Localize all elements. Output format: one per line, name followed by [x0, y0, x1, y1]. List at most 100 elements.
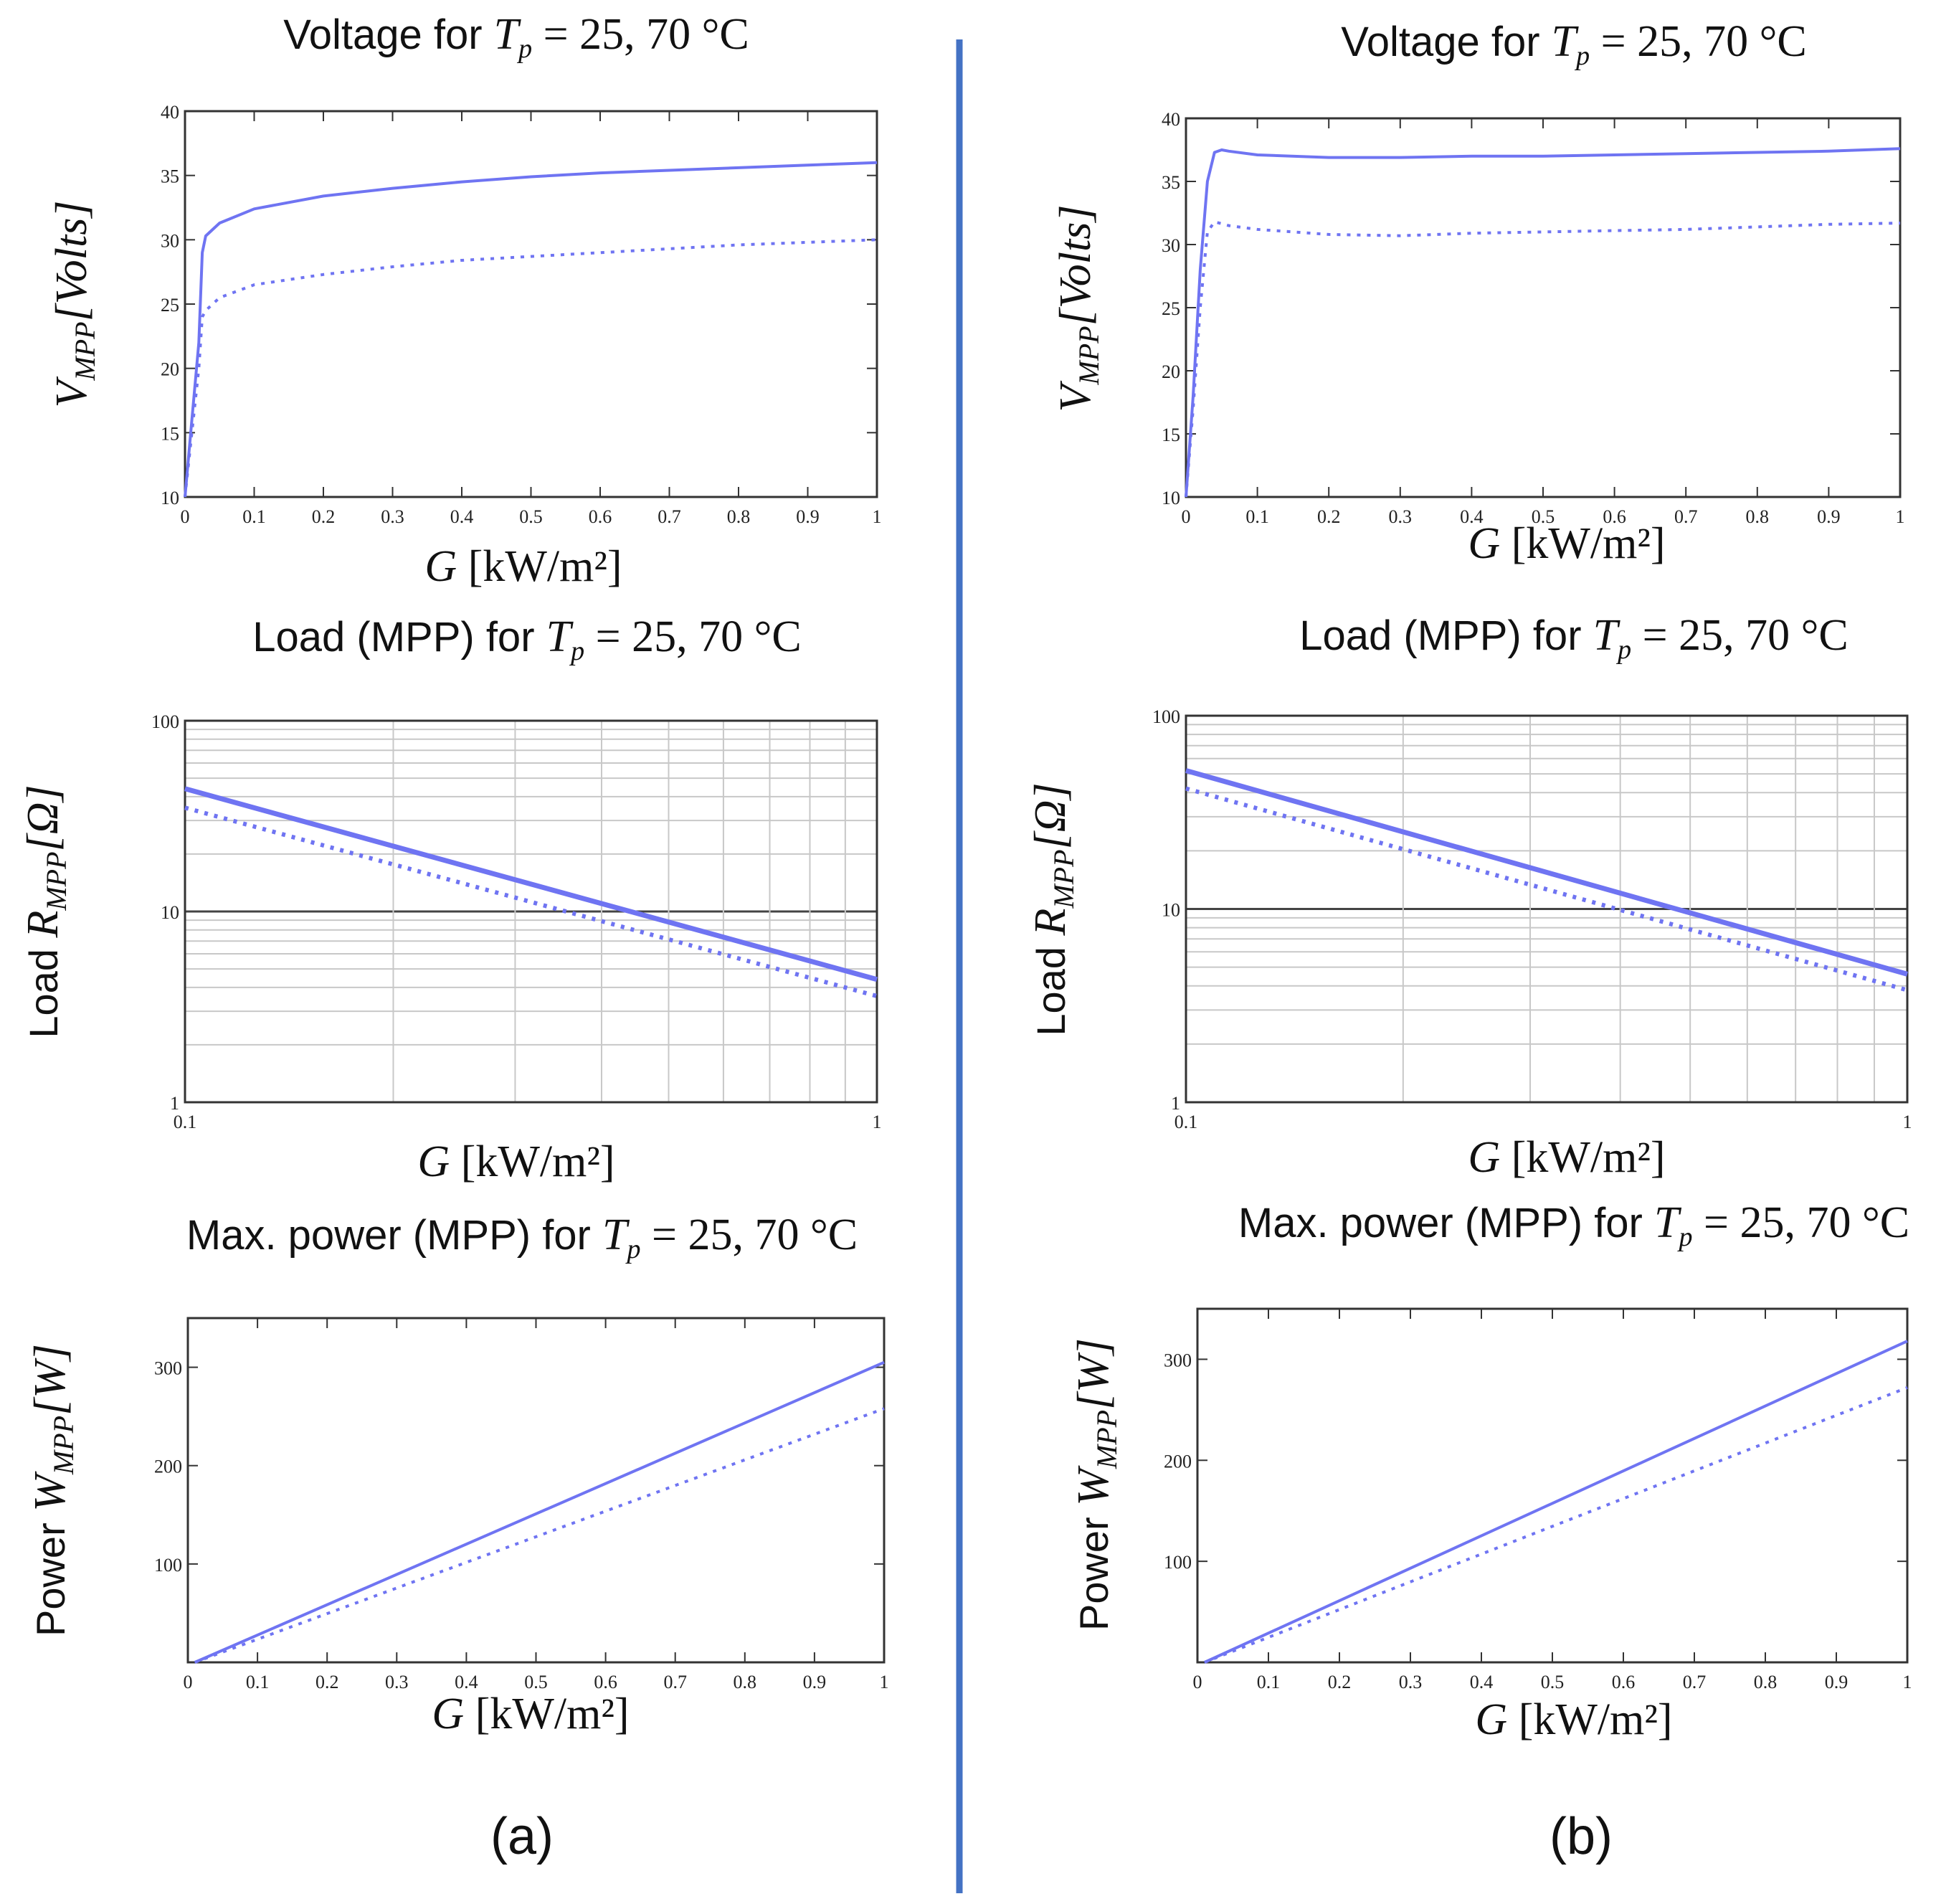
- chart-title: Max. power (MPP) for Tp = 25, 70 °C: [1238, 1198, 1909, 1252]
- y-tick-label: 20: [161, 359, 179, 380]
- x-tick-label: 0: [1182, 506, 1191, 527]
- x-tick-label: 0.2: [312, 506, 336, 527]
- series-line-dotted: [184, 805, 878, 998]
- x-axis-label: G [kW/m²]: [417, 1137, 614, 1186]
- x-tick-label: 0.1: [1245, 506, 1269, 527]
- x-tick-label: 0.3: [1399, 1672, 1423, 1692]
- x-tick-label: 1: [1896, 506, 1905, 527]
- x-tick-label: 0.4: [1460, 506, 1484, 527]
- x-tick-label: 0.3: [381, 506, 404, 527]
- x-axis-label: G [kW/m²]: [424, 542, 622, 591]
- series-line-dotted: [194, 1407, 885, 1664]
- x-axis-label: G [kW/m²]: [1468, 1133, 1665, 1182]
- x-tick-label: 1: [880, 1672, 889, 1692]
- x-tick-label: 1: [1903, 1672, 1912, 1692]
- series-line-solid: [194, 1360, 885, 1664]
- y-tick-label: 100: [1152, 706, 1180, 727]
- y-axis-label: VMPP[Volts]: [47, 201, 101, 408]
- x-tick-label: 0: [184, 1672, 193, 1692]
- x-tick-label: 1: [873, 1112, 882, 1132]
- y-axis-label: Load RMPP[Ω]: [19, 785, 72, 1038]
- x-tick-label: 0.7: [658, 506, 681, 527]
- plot-frame: [184, 110, 878, 498]
- x-tick-label: 0.7: [663, 1672, 687, 1692]
- y-tick-label: 10: [1162, 900, 1180, 921]
- chart-title: Max. power (MPP) for Tp = 25, 70 °C: [186, 1211, 858, 1264]
- x-tick-label: 0.1: [246, 1672, 270, 1692]
- y-tick-label: 300: [154, 1358, 182, 1379]
- chart-a-power: Max. power (MPP) for Tp = 25, 70 °C 100 20…: [26, 1211, 889, 1738]
- x-tick-label: 0.3: [385, 1672, 409, 1692]
- y-tick-label: 100: [154, 1555, 182, 1576]
- series-line-dotted: [1204, 1386, 1908, 1664]
- x-tick-label: 0.4: [455, 1672, 478, 1692]
- y-tick-label: 15: [1162, 425, 1180, 445]
- y-tick-label: 40: [161, 102, 179, 123]
- x-tick-label: 0.2: [1317, 506, 1341, 527]
- series-line-solid: [184, 786, 878, 982]
- y-tick-label: 20: [1162, 361, 1180, 382]
- y-tick-label: 15: [161, 423, 179, 444]
- y-tick-label: 25: [1162, 298, 1180, 319]
- series-line-dotted: [184, 238, 878, 498]
- plot-frame: [186, 1317, 886, 1664]
- x-tick-label: 0.5: [524, 1672, 548, 1692]
- y-tick-label: 300: [1164, 1350, 1192, 1370]
- panel-label-a: (a): [490, 1808, 554, 1865]
- x-tick-label: 0.7: [1683, 1672, 1707, 1692]
- chart-title: Load (MPP) for Tp = 25, 70 °C: [252, 612, 801, 666]
- y-tick-label: 200: [1164, 1451, 1192, 1472]
- plot-frame: [1196, 1307, 1909, 1664]
- x-tick-label: 0.5: [1541, 1672, 1565, 1692]
- chart-title: Voltage for Tp = 25, 70 °C: [1341, 17, 1807, 71]
- series-line-solid: [1204, 1340, 1908, 1664]
- series-line-solid: [1185, 147, 1901, 498]
- series-line-solid: [1185, 768, 1908, 977]
- x-tick-label: 0.8: [1754, 1672, 1778, 1692]
- x-tick-label: 0.7: [1674, 506, 1698, 527]
- y-tick-label: 40: [1162, 109, 1180, 130]
- y-tick-label: 35: [161, 166, 179, 187]
- charts-layer: Voltage for Tp = 25, 70 °C10152025303540…: [19, 10, 1912, 1744]
- y-tick-label: 10: [161, 902, 179, 923]
- x-axis-label: G [kW/m²]: [1468, 519, 1665, 568]
- x-tick-label: 0.2: [1328, 1672, 1352, 1692]
- x-tick-label: 1: [873, 506, 882, 527]
- x-tick-label: 0.6: [589, 506, 612, 527]
- plot-frame: [1185, 714, 1909, 1104]
- y-tick-label: 100: [1164, 1552, 1192, 1573]
- chart-title: Load (MPP) for Tp = 25, 70 °C: [1299, 611, 1848, 665]
- x-tick-label: 0.6: [1612, 1672, 1636, 1692]
- x-tick-label: 0.8: [1746, 506, 1770, 527]
- x-tick-label: 0.1: [174, 1112, 197, 1132]
- x-tick-label: 0.9: [1825, 1672, 1849, 1692]
- chart-a-voltage: Voltage for Tp = 25, 70 °C10152025303540…: [47, 10, 882, 591]
- x-tick-label: 0.8: [727, 506, 751, 527]
- x-tick-label: 0.9: [1817, 506, 1841, 527]
- x-tick-label: 0: [1193, 1672, 1202, 1692]
- y-tick-label: 100: [151, 711, 179, 732]
- x-tick-label: 0.5: [519, 506, 543, 527]
- y-tick-label: 200: [154, 1457, 182, 1477]
- y-tick-label: 10: [1162, 488, 1180, 508]
- panel-label-b: (b): [1550, 1808, 1613, 1865]
- chart-b-voltage: Voltage for Tp = 25, 70 °C10152025303540…: [1051, 17, 1905, 568]
- x-tick-label: 0.8: [734, 1672, 757, 1692]
- y-axis-label: Power WMPP[W]: [26, 1344, 80, 1637]
- x-tick-label: 0.2: [315, 1672, 339, 1692]
- x-tick-label: 0.1: [1174, 1112, 1198, 1132]
- y-tick-label: 1: [170, 1093, 179, 1114]
- y-axis-label: VMPP[Volts]: [1051, 205, 1105, 412]
- y-axis-label: Power WMPP[W]: [1069, 1338, 1123, 1631]
- x-tick-label: 1: [1903, 1112, 1912, 1132]
- x-tick-label: 0.4: [1470, 1672, 1494, 1692]
- x-axis-label: G [kW/m²]: [1475, 1695, 1672, 1744]
- y-tick-label: 30: [161, 230, 179, 251]
- chart-title: Voltage for Tp = 25, 70 °C: [283, 10, 749, 64]
- x-tick-label: 0.5: [1532, 506, 1555, 527]
- y-tick-label: 25: [161, 295, 179, 316]
- x-tick-label: 0.1: [1257, 1672, 1281, 1692]
